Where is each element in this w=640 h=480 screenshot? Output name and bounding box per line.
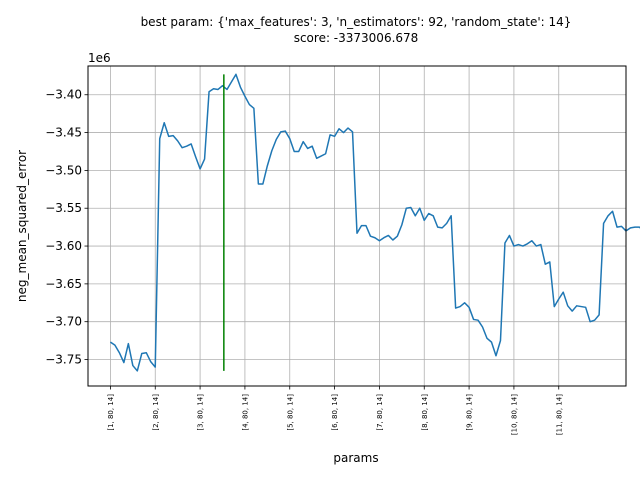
chart-title-line1: best param: {'max_features': 3, 'n_estim… [141, 15, 572, 29]
y-tick-label: −3.50 [45, 163, 82, 177]
y-tick-label: −3.45 [45, 126, 82, 140]
series-layer [109, 73, 640, 372]
x-tick-label: [6, 80, 14] [331, 394, 339, 431]
y-tick-label: −3.40 [45, 88, 82, 102]
grid [88, 66, 626, 386]
x-tick-label: [2, 80, 14] [152, 394, 160, 431]
x-tick-label: [7, 80, 14] [376, 394, 384, 431]
x-tick-label: [1, 80, 14] [107, 394, 115, 431]
y-tick-label: −3.70 [45, 315, 82, 329]
chart-title-line2: score: -3373006.678 [294, 31, 419, 45]
y-axis-label: neg_mean_squared_error [15, 150, 29, 302]
x-tick-label: [11, 80, 14] [555, 394, 563, 435]
y-axis-ticks: −3.75 −3.70 −3.65 −3.60 −3.55 −3.50 −3.45 −3.40 [45, 88, 88, 367]
x-axis-ticks: [1, 80, 14] [2, 80, 14] [3, 80, 14] [4, 80,… [107, 386, 563, 435]
y-tick-label: −3.55 [45, 201, 82, 215]
x-axis-label: params [333, 451, 378, 465]
x-tick-label: [3, 80, 14] [197, 394, 205, 431]
series-line [109, 73, 640, 372]
x-tick-label: [9, 80, 14] [466, 394, 474, 431]
x-tick-label: [10, 80, 14] [510, 394, 518, 435]
y-tick-label: −3.65 [45, 277, 82, 291]
x-tick-label: [4, 80, 14] [241, 394, 249, 431]
x-tick-label: [8, 80, 14] [421, 394, 429, 431]
y-tick-label: −3.60 [45, 239, 82, 253]
x-tick-label: [5, 80, 14] [286, 394, 294, 431]
y-tick-label: −3.75 [45, 353, 82, 367]
plot-frame [87, 65, 627, 387]
y-offset-label: 1e6 [88, 51, 111, 65]
